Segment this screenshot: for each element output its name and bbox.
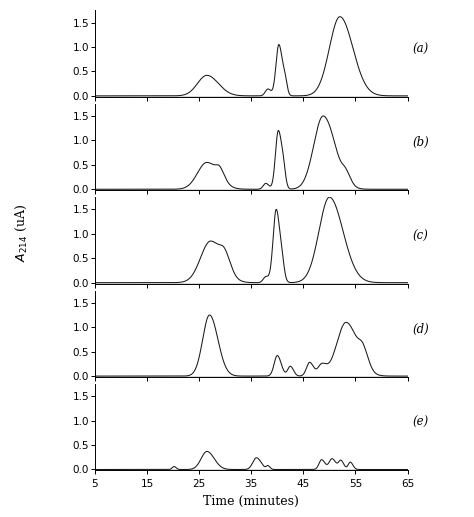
- Text: (e): (e): [412, 416, 428, 430]
- Text: (a): (a): [412, 43, 428, 56]
- Text: (d): (d): [412, 323, 429, 336]
- Text: (c): (c): [412, 230, 428, 242]
- Text: $A_{214}$ (uA): $A_{214}$ (uA): [14, 204, 29, 262]
- Text: (b): (b): [412, 136, 429, 149]
- X-axis label: Time (minutes): Time (minutes): [203, 495, 299, 508]
